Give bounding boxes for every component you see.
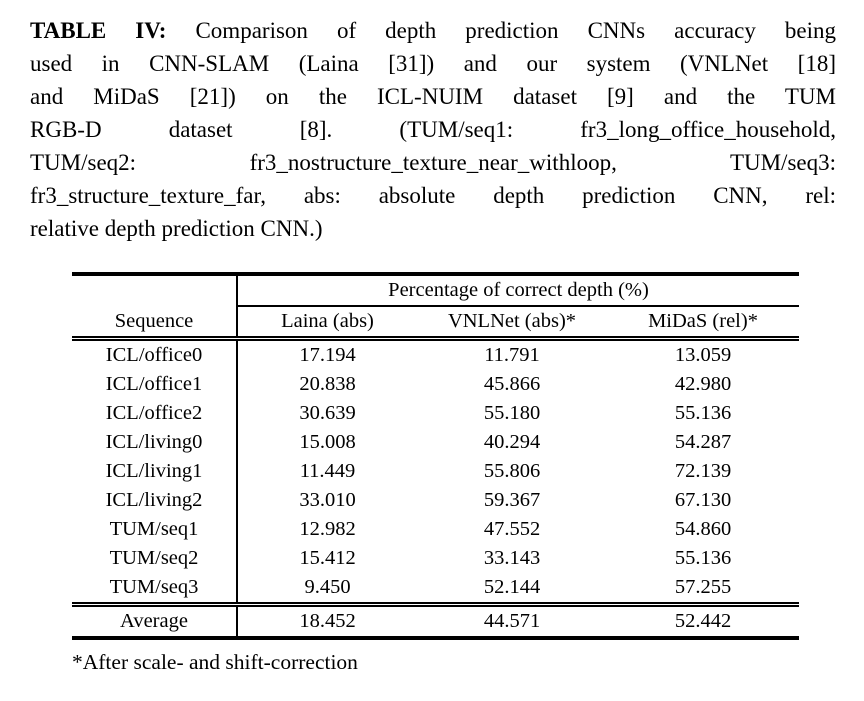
caption-line: TUM/seq2: fr3_nostructure_texture_near_w… [30, 150, 836, 175]
value-cell: 59.367 [483, 489, 541, 511]
value-cell: 9.450 [236, 573, 417, 605]
value-cell: 55.180 [483, 402, 541, 424]
table-row: ICL/living1 11.449 55.806 72.139 [72, 457, 799, 486]
column-header-midas: MiDaS (rel)* [607, 306, 800, 341]
value-cell: 55.136 [674, 402, 732, 424]
value-cell: 55.806 [483, 460, 541, 482]
column-header-laina: Laina (abs) [236, 306, 417, 341]
group-header-cell: Percentage of correct depth (%) [235, 274, 800, 307]
column-header-sequence: Sequence [72, 306, 237, 341]
value-cell: 13.059 [674, 344, 732, 366]
caption-line: and MiDaS [21]) on the ICL-NUIM dataset … [30, 84, 836, 109]
value-cell: 33.010 [236, 486, 417, 515]
sequence-cell: TUM/seq3 [109, 576, 199, 598]
value-cell: 15.412 [236, 544, 417, 573]
caption-line: fr3_structure_texture_far, abs: absolute… [30, 183, 836, 208]
caption-line: relative depth prediction CNN.) [30, 216, 323, 241]
sequence-cell: TUM/seq2 [109, 547, 199, 569]
value-cell: 42.980 [674, 373, 732, 395]
table-row: ICL/living2 33.010 59.367 67.130 [72, 486, 799, 515]
value-cell: 67.130 [674, 489, 732, 511]
value-cell: 15.008 [236, 428, 417, 457]
value-cell: 47.552 [483, 518, 541, 540]
table-caption: TABLE IV: Comparison of depth prediction… [30, 14, 836, 245]
sequence-cell: ICL/office1 [105, 373, 203, 395]
value-cell: 52.144 [483, 576, 541, 598]
value-cell: 52.442 [607, 602, 800, 638]
table-row: TUM/seq2 15.412 33.143 55.136 [72, 544, 799, 573]
sequence-cell: ICL/living0 [105, 431, 203, 453]
table-body: ICL/office0 17.194 11.791 13.059 ICL/office1… [72, 338, 800, 638]
value-cell: 72.139 [674, 460, 732, 482]
results-table: Percentage of correct depth (%) Sequence… [72, 272, 800, 640]
value-cell: 20.838 [236, 370, 417, 399]
sequence-cell: ICL/living1 [105, 460, 203, 482]
column-header-row: Sequence Laina (abs) VNLNet (abs)* MiDaS… [72, 306, 800, 341]
caption-line: RGB-D dataset [8]. (TUM/seq1: fr3_long_o… [30, 117, 836, 142]
caption-line: TABLE IV: Comparison of depth prediction… [30, 18, 836, 43]
value-cell: 54.287 [674, 431, 732, 453]
group-header-spacer [72, 274, 237, 306]
value-cell: 18.452 [236, 602, 417, 638]
average-row: Average 18.452 44.571 52.442 [72, 602, 800, 638]
caption-line: used in CNN-SLAM (Laina [31]) and our sy… [30, 51, 836, 76]
value-cell: 11.791 [484, 344, 540, 366]
sequence-cell: ICL/living2 [105, 489, 203, 511]
value-cell: 55.136 [674, 547, 732, 569]
table-number-label: TABLE IV: [30, 18, 167, 43]
column-header-vnlnet: VNLNet (abs)* [417, 306, 607, 341]
value-cell: 12.982 [236, 515, 417, 544]
value-cell: 44.571 [417, 602, 607, 638]
value-cell: 30.639 [236, 399, 417, 428]
sequence-cell: TUM/seq1 [109, 518, 199, 540]
value-cell: 17.194 [236, 338, 417, 370]
table-row: ICL/office2 30.639 55.180 55.136 [72, 399, 799, 428]
table-row: ICL/living0 15.008 40.294 54.287 [72, 428, 799, 457]
table-row: TUM/seq3 9.450 52.144 57.255 [72, 573, 799, 605]
sequence-cell: Average [72, 602, 237, 638]
value-cell: 33.143 [483, 547, 541, 569]
group-header-row: Percentage of correct depth (%) [72, 274, 800, 307]
value-cell: 45.866 [483, 373, 541, 395]
table-row: TUM/seq1 12.982 47.552 54.860 [72, 515, 799, 544]
value-cell: 11.449 [236, 457, 417, 486]
table-row: ICL/office0 17.194 11.791 13.059 [72, 338, 799, 370]
table-footnote: *After scale- and shift-correction [72, 650, 358, 674]
table-row: ICL/office1 20.838 45.866 42.980 [72, 370, 799, 399]
value-cell: 40.294 [483, 431, 541, 453]
value-cell: 54.860 [674, 518, 732, 540]
sequence-cell: ICL/office2 [105, 402, 203, 424]
value-cell: 57.255 [674, 576, 732, 598]
sequence-cell: ICL/office0 [105, 344, 203, 366]
